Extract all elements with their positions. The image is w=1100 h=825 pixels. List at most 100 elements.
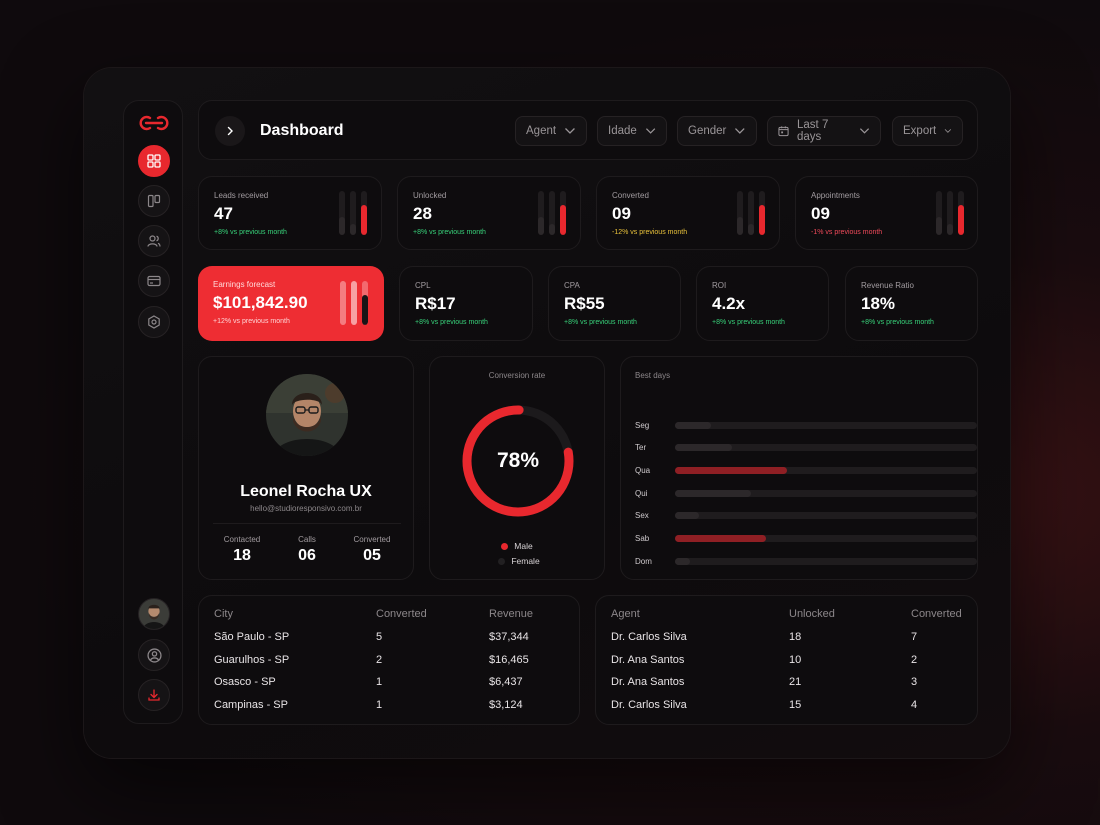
best-day-row: Sab [635,533,977,545]
sidebar-item-dashboard[interactable] [138,145,170,177]
profile-stat-value: 05 [363,547,381,564]
stat-delta: +8% vs previous month [415,319,488,326]
best-day-bar [675,535,766,542]
sidebar-item-boards[interactable] [138,185,170,217]
profile-email: hello@studioresponsivo.com.br [250,504,362,513]
divider [213,523,401,524]
export-button[interactable]: Export [892,116,963,146]
stat-value: 4.2x [712,294,746,313]
filter-idade[interactable]: Idade [597,116,667,146]
table-header-row: Agent Unlocked Converted [611,608,965,626]
filter-label: Idade [608,125,637,137]
mini-bar [748,191,754,235]
table-row[interactable]: Dr. Carlos Silva 18 7 [611,626,965,649]
city-table-card: City Converted Revenue São Paulo - SP 5 $3… [198,595,580,725]
mini-bar [560,191,566,235]
mini-bar [549,191,555,235]
stat-value: 47 [214,204,233,223]
best-day-label: Qui [635,488,648,498]
column-header: Unlocked [789,608,835,620]
table-row[interactable]: Guarulhos - SP 2 $16,465 [214,649,569,672]
stat-label: Unlocked [413,191,447,200]
conversion-donut [462,405,574,517]
avatar[interactable] [138,598,170,630]
filter-date-range[interactable]: Last 7 days [767,116,881,146]
mini-bars [340,281,368,325]
cell: Dr. Carlos Silva [611,698,687,711]
sidebar-item-billing[interactable] [138,265,170,297]
mini-bar [958,191,964,235]
mini-bar [340,281,346,325]
chevron-down-icon [735,128,745,134]
stat-label: Leads received [214,191,269,200]
best-day-row: Seg [635,419,977,431]
filter-label: Last 7 days [797,119,829,143]
table-row[interactable]: Campinas - SP 1 $3,124 [214,694,569,717]
table-header-row: City Converted Revenue [214,608,569,626]
legend-item-male: Male [430,541,604,551]
stat-label: Revenue Ratio [861,281,914,290]
earnings-forecast-card: Earnings forecast $101,842.90 +12% vs pr… [198,266,384,341]
expand-button[interactable] [215,116,245,146]
stat-card-cpl: CPL R$17 +8% vs previous month [399,266,533,341]
stat-delta: -12% vs previous month [612,229,688,236]
filter-agent[interactable]: Agent [515,116,587,146]
columns-icon [147,194,161,208]
stat-card-appointments: Appointments 09 -1% vs previous month [795,176,978,250]
sidebar [123,100,183,724]
column-header: Converted [376,608,427,620]
filter-gender[interactable]: Gender [677,116,757,146]
mini-bar [936,191,942,235]
legend-item-female: Female [430,556,604,566]
sidebar-item-download[interactable] [138,679,170,711]
grid-icon [147,154,161,168]
chevron-down-icon [859,128,870,134]
donut-arc [462,405,574,517]
profile-stat-calls: Calls 06 [272,535,342,565]
agent-table: Agent Unlocked Converted Dr. Carlos Silv… [611,608,965,716]
best-day-label: Sab [635,534,650,543]
best-day-track [675,535,977,542]
table-row[interactable]: Dr. Ana Santos 21 3 [611,671,965,694]
stat-card-leads: Leads received 47 +8% vs previous month [198,176,382,250]
stat-delta: +8% vs previous month [861,319,934,326]
stat-label: Appointments [811,191,860,200]
table-row[interactable]: Osasco - SP 1 $6,437 [214,671,569,694]
best-day-track [675,489,977,497]
stat-label: ROI [712,281,727,290]
stat-value: 09 [811,204,830,223]
cell: 2 [376,653,383,666]
cell: $3,124 [489,698,523,711]
header-bar: Dashboard Agent Idade Gender Last 7 days… [198,100,978,160]
cell: $16,465 [489,653,529,666]
best-day-bar [675,444,733,452]
stat-delta: +8% vs previous month [712,319,785,326]
mini-bars [538,191,566,235]
mini-bar [362,281,368,325]
best-day-row: Qua [635,464,977,476]
best-day-row: Qui [635,487,977,499]
table-row[interactable]: Dr. Carlos Silva 15 4 [611,694,965,717]
sidebar-item-users[interactable] [138,225,170,257]
profile-avatar [266,374,348,456]
calendar-icon [778,126,789,137]
stat-label: Converted [612,191,649,200]
table-row[interactable]: Dr. Ana Santos 10 2 [611,649,965,672]
sidebar-item-settings[interactable] [138,306,170,338]
best-day-row: Sex [635,510,977,522]
stat-value: R$17 [415,294,456,313]
stat-card-revenue-ratio: Revenue Ratio 18% +8% vs previous month [845,266,978,341]
column-header: Revenue [489,608,534,620]
conversion-value: 78% [496,449,540,472]
cell: Osasco - SP [214,676,276,689]
cell: 18 [789,631,802,644]
filter-label: Agent [526,125,557,137]
stat-card-cpa: CPA R$55 +8% vs previous month [548,266,681,341]
best-day-track [675,557,977,565]
profile-stat-label: Contacted [223,535,261,544]
sidebar-item-profile[interactable] [138,639,170,671]
cell: $6,437 [489,676,523,689]
download-icon [148,689,160,701]
table-row[interactable]: São Paulo - SP 5 $37,344 [214,626,569,649]
best-day-row: Ter [635,442,977,454]
